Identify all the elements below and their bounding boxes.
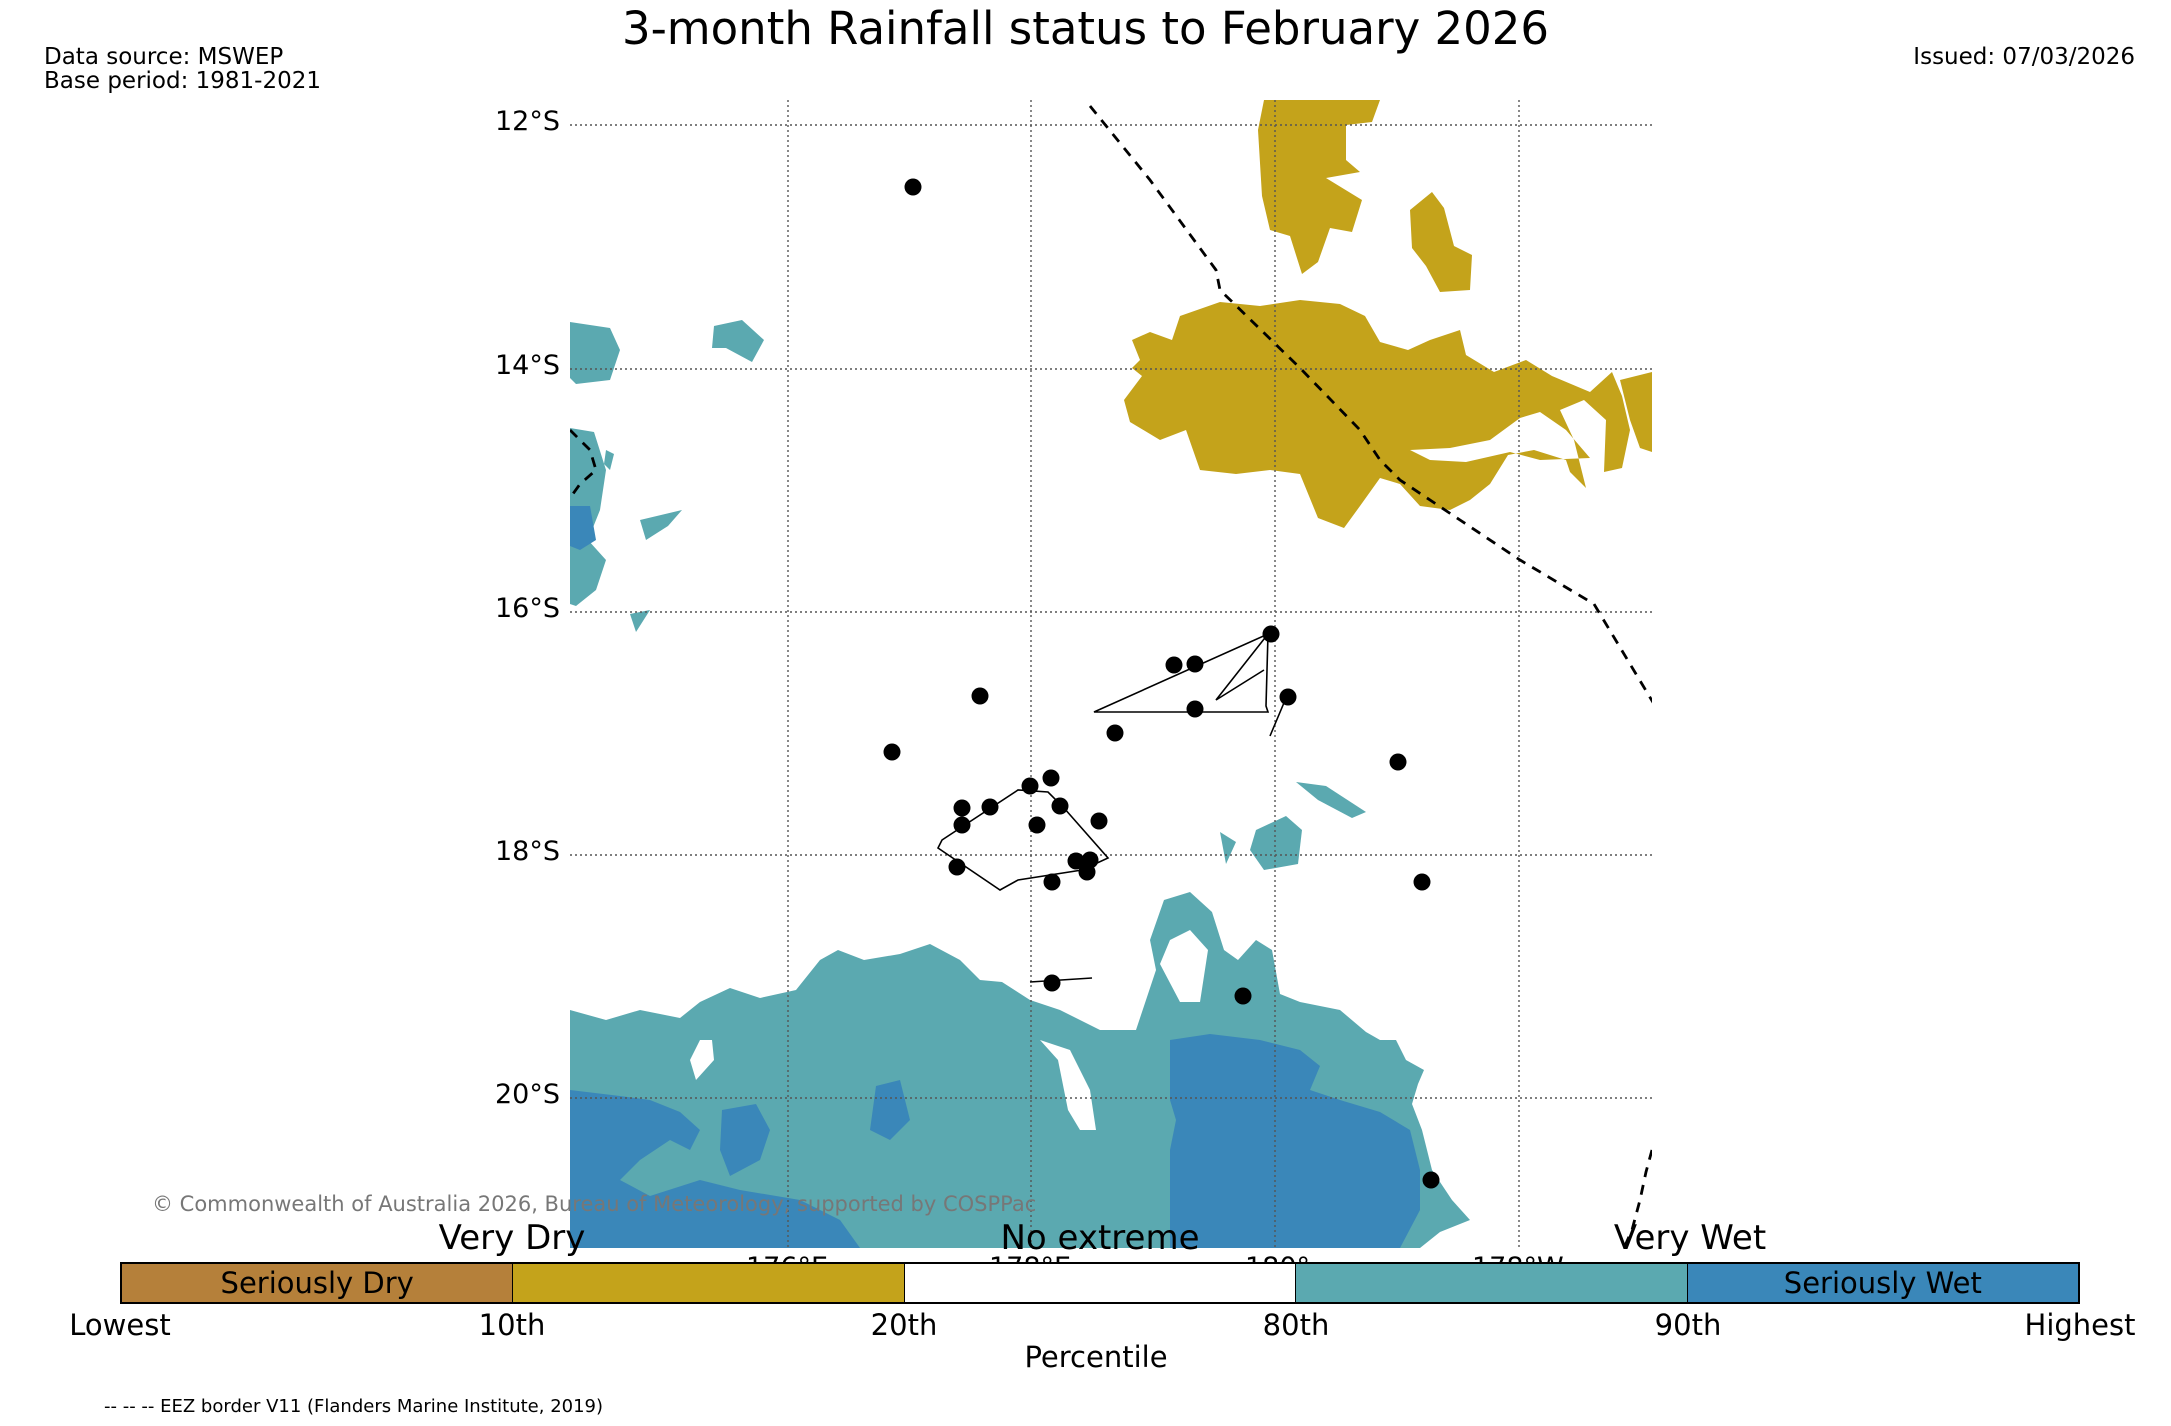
legend-axis-title: Percentile (1024, 1340, 1168, 1374)
very-wet-region-small-7 (1220, 832, 1236, 864)
legend-segment-seriously-wet: Seriously Wet (1687, 1264, 2079, 1302)
eez-border-note: -- -- -- EEZ border V11 (Flanders Marine… (104, 1396, 604, 1417)
data-source-label: Data source: MSWEP (44, 44, 284, 70)
base-period-label: Base period: 1981-2021 (44, 68, 322, 94)
very-dry-region-main (1124, 300, 1630, 528)
very-wet-region-small-5 (1296, 782, 1366, 818)
copyright-notice: © Commonwealth of Australia 2026, Bureau… (152, 1192, 1037, 1216)
legend-tick-highest: Highest (2024, 1308, 2136, 1342)
legend-tick-80th: 80th (1262, 1308, 1330, 1342)
seriously-wet-region-southeast (1170, 1034, 1420, 1248)
very-wet-region-small-3 (630, 610, 650, 632)
legend-tick-90th: 90th (1654, 1308, 1722, 1342)
island-markers (883, 178, 1440, 1189)
eez-border (570, 105, 1652, 1248)
seriously-wet-region-south (570, 1080, 910, 1248)
lat-label-12s: 12°S (495, 106, 560, 137)
very-dry-regions (1124, 100, 1652, 528)
seriously-wet-regions (570, 506, 1420, 1248)
very-wet-region-small-4 (604, 450, 614, 470)
very-wet-region-small-6 (1250, 816, 1302, 870)
legend-colorbar: Seriously Dry Seriously Wet (120, 1262, 2080, 1304)
very-wet-region-west (570, 322, 620, 384)
legend-segment-seriously-dry: Seriously Dry (122, 1264, 514, 1302)
lat-label-18s: 18°S (495, 836, 560, 867)
lat-label-16s: 16°S (495, 593, 560, 624)
legend-segment-no-extreme (904, 1264, 1297, 1302)
legend-category-no-extreme: No extreme (1000, 1218, 1200, 1258)
map-title: 3-month Rainfall status to February 2026 (621, 2, 1550, 55)
graticule (570, 100, 1652, 1248)
legend-tick-lowest: Lowest (69, 1308, 171, 1342)
very-dry-region-north (1258, 100, 1380, 274)
seriously-wet-region-west (570, 506, 596, 550)
very-wet-region-small-1 (712, 320, 764, 362)
lat-label-20s: 20°S (495, 1079, 560, 1110)
legend-segment-very-dry (513, 1264, 905, 1302)
very-dry-region-east (1620, 372, 1652, 452)
legend-category-very-dry: Very Dry (438, 1218, 586, 1258)
issued-date-label: Issued: 07/03/2026 (1913, 44, 2135, 70)
legend-segment-very-wet (1296, 1264, 1688, 1302)
very-dry-region-northeast (1410, 192, 1472, 292)
legend-category-very-wet: Very Wet (1613, 1218, 1767, 1258)
legend-tick-20th: 20th (870, 1308, 938, 1342)
very-wet-region-small-2 (640, 510, 682, 540)
lat-label-14s: 14°S (495, 350, 560, 381)
legend-tick-10th: 10th (478, 1308, 546, 1342)
